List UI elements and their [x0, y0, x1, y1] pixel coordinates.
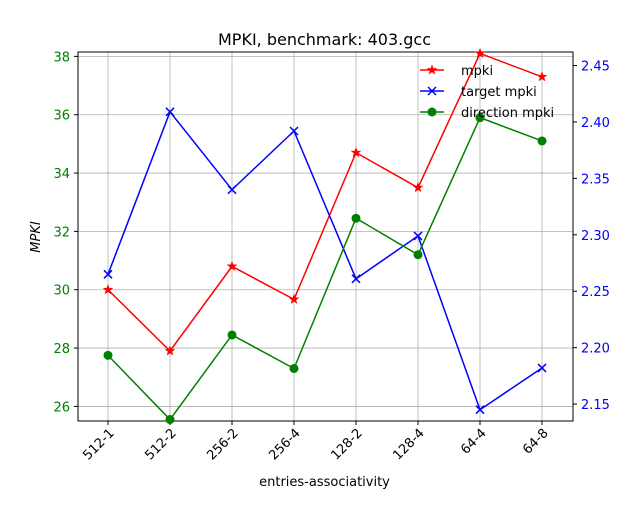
data-point-mpki — [102, 283, 114, 295]
series-line-target-mpki — [107, 110, 543, 411]
x-tick-label: 64-8 — [520, 426, 551, 457]
legend-label-target-mpki: target mpki — [461, 85, 537, 100]
series-line-direction-mpki — [107, 116, 543, 421]
data-point-mpki — [474, 47, 486, 59]
data-point-direction-mpki — [351, 213, 361, 223]
data-point-target-mpki — [227, 185, 237, 195]
data-point-target-mpki — [351, 274, 361, 284]
data-point-direction-mpki — [537, 136, 547, 146]
data-point-target-mpki — [289, 126, 299, 136]
y-left-tick-label: 32 — [53, 225, 70, 240]
data-point-mpki — [350, 146, 362, 158]
legend-marker-direction-mpki — [427, 107, 437, 117]
y-right-tick-label: 2.25 — [581, 285, 610, 300]
y-right-tick-label: 2.40 — [581, 116, 610, 131]
data-point-mpki — [288, 293, 300, 305]
legend-label-direction-mpki: direction mpki — [461, 106, 554, 121]
series-line-mpki — [107, 52, 543, 353]
legend-marker-mpki — [426, 64, 438, 75]
plot-frame — [77, 51, 574, 422]
data-point-direction-mpki — [413, 250, 423, 260]
data-point-direction-mpki — [103, 350, 113, 360]
data-point-direction-mpki — [475, 113, 485, 123]
y-left-tick-label: 36 — [53, 109, 70, 124]
x-tick-label: 256-2 — [204, 426, 241, 463]
x-tick-label: 64-4 — [458, 426, 489, 457]
data-point-mpki — [226, 260, 238, 272]
y-right-tick-label: 2.45 — [581, 60, 610, 75]
x-tick-label: 128-4 — [390, 426, 427, 463]
data-point-target-mpki — [413, 231, 423, 241]
x-tick-label: 256-4 — [266, 426, 303, 463]
y-right-tick-label: 2.35 — [581, 172, 610, 187]
y-left-tick-label: 26 — [53, 400, 70, 415]
y-left-tick-label: 28 — [53, 342, 70, 357]
data-point-mpki — [412, 181, 424, 193]
data-point-target-mpki — [537, 363, 547, 373]
y-left-tick-label: 38 — [53, 50, 70, 65]
y-axis-label: MPKI — [29, 221, 44, 253]
data-point-mpki — [536, 71, 548, 82]
data-point-direction-mpki — [227, 330, 237, 340]
data-point-target-mpki — [475, 405, 485, 415]
legend-marker-target-mpki — [427, 86, 437, 96]
plot-area: 512-1 512-2 256-2 256-4 128-2 128-4 64-4 64-8 26… — [53, 47, 610, 463]
data-point-direction-mpki — [165, 415, 175, 425]
y-right-tick-label: 2.15 — [581, 398, 610, 413]
x-tick-label: 512-2 — [142, 426, 179, 463]
data-point-target-mpki — [103, 269, 113, 279]
y-right-tick-label: 2.20 — [581, 342, 610, 357]
data-point-mpki — [164, 345, 176, 356]
chart-title: MPKI, benchmark: 403.gcc — [218, 30, 431, 49]
data-point-direction-mpki — [289, 363, 299, 373]
y-right-tick-label: 2.30 — [581, 229, 610, 244]
data-point-target-mpki — [165, 107, 175, 117]
y-left-tick-label: 30 — [53, 284, 70, 299]
x-tick-label: 128-2 — [328, 426, 365, 463]
x-axis-label: entries-associativity — [259, 475, 390, 490]
y-left-tick-label: 34 — [53, 167, 70, 182]
x-tick-label: 512-1 — [80, 426, 117, 463]
legend-label-mpki: mpki — [461, 64, 493, 79]
